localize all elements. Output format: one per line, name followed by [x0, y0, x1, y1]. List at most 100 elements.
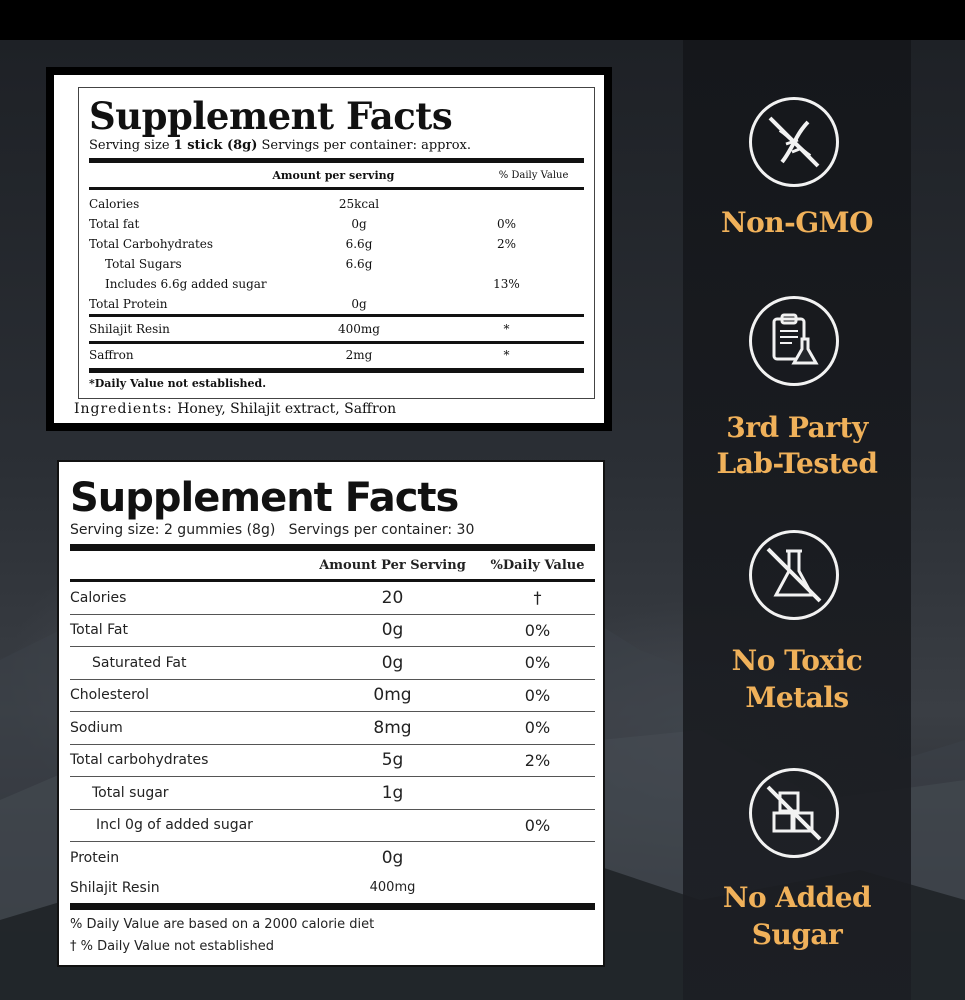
row-amount: 25kcal [338, 197, 380, 211]
row-amount: 0g [351, 217, 367, 231]
ingredients-label: Ingredients: [74, 401, 173, 417]
divider [89, 314, 584, 317]
footnote-daily-value: % Daily Value are based on a 2000 calori… [70, 916, 375, 932]
row-name: Total Fat [70, 622, 128, 639]
no-dna-icon [749, 97, 839, 187]
table-header: Amount Per Serving %Daily Value [70, 551, 595, 579]
badge-label: 3rd Party [726, 411, 868, 444]
row-dv: 0% [524, 718, 551, 738]
divider [70, 544, 595, 551]
row-name: Includes 6.6g added sugar [105, 277, 267, 291]
serving-size: 1 stick (8g) [173, 138, 258, 153]
row-dv: * [503, 322, 510, 336]
table-row: Shilajit Resin 400mg [70, 875, 595, 901]
table-header: Amount per serving % Daily Value [89, 163, 584, 187]
row-amount: 0g [381, 848, 404, 869]
badge-label: Sugar [751, 918, 843, 951]
row-amount: 20 [381, 587, 404, 608]
row-name: Total carbohydrates [70, 752, 209, 769]
row-dv: 0% [524, 815, 551, 835]
divider [89, 368, 584, 373]
divider [89, 158, 584, 163]
divider [70, 902, 595, 910]
table-row: Saffron 2mg * [89, 344, 584, 366]
supplement-facts-label-stick: Supplement Facts Serving size 1 stick (8… [46, 67, 612, 431]
row-name: Shilajit Resin [70, 879, 160, 896]
row-amount: 400mg [369, 880, 416, 895]
row-name: Total fat [89, 217, 140, 231]
row-name: Total Carbohydrates [89, 237, 214, 251]
table-row: Total fat 0g 0% [89, 214, 584, 234]
badge-label: No Toxic [731, 644, 863, 677]
row-dv: 0% [524, 685, 551, 705]
serving-prefix: Serving size [89, 138, 174, 153]
badge-label: Lab-Tested [716, 447, 878, 480]
header-amount: Amount Per Serving [319, 557, 466, 573]
divider [70, 579, 595, 582]
header-amount: Amount per serving [272, 168, 395, 182]
header-dv: %Daily Value [490, 557, 585, 573]
row-amount: 6.6g [345, 257, 373, 271]
label-title: Supplement Facts [89, 94, 453, 138]
badge-label: Metals [745, 681, 849, 714]
row-name: Total Protein [89, 297, 168, 311]
row-amount: 0g [351, 297, 367, 311]
table-row: Total sugar 1g [70, 777, 595, 810]
no-sugar-cube-icon [749, 768, 839, 858]
row-name: Saturated Fat [92, 654, 187, 671]
row-name: Calories [70, 589, 127, 606]
table-row: Protein 0g [70, 842, 595, 875]
label-panel: Supplement Facts Serving size 1 stick (8… [54, 75, 604, 423]
table-row: Incl 0g of added sugar 0% [70, 810, 595, 842]
row-dv: 2% [524, 750, 551, 770]
table-row: Saturated Fat 0g 0% [70, 647, 595, 680]
row-amount: 8mg [373, 717, 412, 738]
badge-label: No Added [722, 881, 872, 914]
ingredients-list: Honey, Shilajit extract, Saffron [172, 401, 397, 417]
table-row: Cholesterol 0mg 0% [70, 680, 595, 712]
footnote-not-established: † % Daily Value not established [70, 938, 274, 954]
row-name: Sodium [70, 719, 123, 736]
supplement-facts-label-gummies: Supplement Facts Serving size: 2 gummies… [57, 460, 605, 967]
table-row: Total Sugars 6.6g [89, 254, 584, 274]
row-name: Total sugar [92, 784, 169, 801]
table-row: Includes 6.6g added sugar 13% [89, 274, 584, 294]
lab-report-icon [749, 296, 839, 386]
row-dv: 13% [493, 277, 520, 291]
row-amount: 2mg [345, 348, 373, 362]
table-row: Total Carbohydrates 6.6g 2% [89, 234, 584, 254]
row-dv: † [533, 588, 542, 608]
row-name: Saffron [89, 348, 134, 362]
row-name: Shilajit Resin [89, 322, 170, 336]
facts-box: Supplement Facts Serving size 1 stick (8… [78, 87, 595, 399]
table-row: Total Fat 0g 0% [70, 615, 595, 647]
serving-info: Serving size: 2 gummies (8g) Servings pe… [70, 522, 475, 538]
footnotes: % Daily Value are based on a 2000 calori… [70, 914, 595, 958]
badge-label: Non-GMO [720, 206, 874, 239]
header-dv: % Daily Value [498, 169, 569, 181]
no-flask-icon [749, 530, 839, 620]
divider [89, 341, 584, 344]
row-dv: 0% [524, 653, 551, 673]
row-amount: 0mg [373, 685, 412, 706]
row-amount: 0g [381, 652, 404, 673]
table-row: Total carbohydrates 5g 2% [70, 745, 595, 777]
daily-value-note: *Daily Value not established. [89, 377, 267, 390]
table-row: Total Protein 0g [89, 294, 584, 314]
row-name: Cholesterol [70, 687, 150, 704]
row-amount: 400mg [338, 322, 380, 336]
top-bar [0, 0, 965, 40]
row-amount: 5g [381, 750, 404, 771]
row-name: Incl 0g of added sugar [96, 817, 253, 834]
row-amount: 0g [381, 620, 404, 641]
row-amount: 6.6g [345, 237, 373, 251]
table-row: Shilajit Resin 400mg * [89, 317, 584, 341]
row-amount: 1g [381, 782, 404, 803]
row-name: Total Sugars [105, 257, 182, 271]
serving-info: Serving size 1 stick (8g) Servings per c… [89, 138, 584, 153]
table-row: Calories 20 † [70, 582, 595, 615]
divider [89, 187, 584, 190]
row-name: Protein [70, 850, 120, 867]
table-row: Sodium 8mg 0% [70, 712, 595, 745]
serving-suffix: Servings per container: approx. [257, 138, 472, 153]
